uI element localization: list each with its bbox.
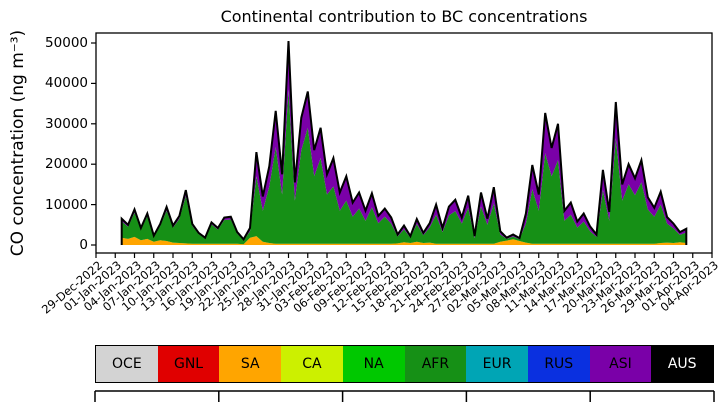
legend-item-afr: AFR (404, 346, 467, 382)
y-tick-label: 40000 (45, 75, 88, 92)
y-tick-label: 10000 (45, 196, 88, 213)
legend-item-aus: AUS (651, 346, 714, 382)
total-outline (120, 40, 688, 245)
series-area-sa (121, 236, 687, 245)
series-area-asi (121, 41, 687, 241)
legend-item-rus: RUS (527, 346, 590, 382)
legend-item-eur: EUR (466, 346, 528, 382)
legend-item-sa: SA (219, 346, 282, 382)
legend: OCE GNL SA CA NA AFR EUR RUS ASI AUS (95, 345, 714, 383)
y-tick-label: 0 (79, 237, 88, 253)
y-tick-label: 50000 (45, 35, 88, 51)
chart-title: Continental contribution to BC concentra… (220, 7, 588, 26)
legend-item-ca: CA (281, 346, 343, 382)
y-axis-label: CO concentration (ng m⁻³) (8, 29, 28, 257)
y-tick-label: 20000 (45, 156, 88, 173)
legend-item-asi: ASI (589, 346, 652, 382)
series-area-afr (121, 89, 687, 245)
legend-item-gnl: GNL (157, 346, 220, 382)
legend-item-na: NA (342, 346, 405, 382)
y-tick-label: 30000 (45, 115, 88, 132)
legend-item-oce: OCE (96, 346, 158, 382)
